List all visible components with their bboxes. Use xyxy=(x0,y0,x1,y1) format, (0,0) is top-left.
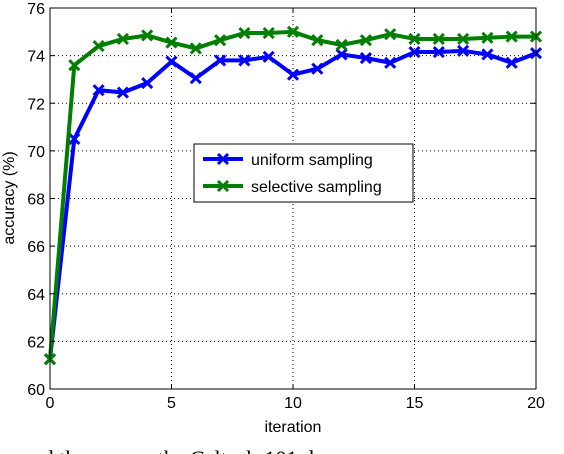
data-point xyxy=(505,56,518,69)
legend-label: uniform sampling xyxy=(251,152,373,169)
data-point xyxy=(189,72,202,85)
legend-swatch-marker xyxy=(216,152,230,166)
legend-label: selective sampling xyxy=(251,179,382,196)
data-point xyxy=(408,45,421,59)
data-point xyxy=(141,29,154,42)
data-point xyxy=(189,42,202,55)
data-point xyxy=(432,32,445,46)
data-point xyxy=(481,48,494,61)
series-selective-sampling xyxy=(43,25,543,366)
data-point xyxy=(311,34,324,47)
data-point xyxy=(262,50,275,63)
y-axis-label: accuracy (%) xyxy=(1,151,18,244)
data-point xyxy=(238,54,251,67)
x-tick-label: 5 xyxy=(167,395,176,412)
data-point xyxy=(92,40,105,53)
data-point xyxy=(457,44,470,57)
data-point xyxy=(505,30,518,43)
x-tick-label: 10 xyxy=(284,395,302,412)
data-point xyxy=(68,132,81,146)
data-point xyxy=(262,26,275,40)
data-point xyxy=(214,54,227,67)
y-tick-label: 68 xyxy=(27,192,45,209)
legend-swatch-marker xyxy=(216,179,230,193)
data-point xyxy=(165,55,178,68)
series-layer xyxy=(43,25,543,366)
data-point xyxy=(286,25,300,38)
data-point xyxy=(92,84,105,97)
y-tick-label: 66 xyxy=(27,239,45,256)
data-point xyxy=(116,86,129,99)
ticks: 0 5 10 15 20 60 62 64 66 68 70 72 74 76 xyxy=(27,1,545,412)
data-point xyxy=(286,68,300,81)
legend-entry: selective sampling xyxy=(203,179,382,196)
x-tick-label: 15 xyxy=(406,395,424,412)
legend: uniform sampling selective sampling xyxy=(193,143,414,203)
caption-text: ... and the ... ... ... the Caltech-101 … xyxy=(0,446,331,454)
data-point xyxy=(359,51,372,65)
data-point xyxy=(165,36,178,49)
data-point xyxy=(238,26,251,40)
data-point xyxy=(384,28,397,41)
y-tick-label: 74 xyxy=(27,49,45,66)
legend-entries: uniform sampling selective sampling xyxy=(203,152,382,196)
data-point xyxy=(116,32,129,46)
y-tick-label: 62 xyxy=(27,334,45,351)
series-uniform-sampling xyxy=(43,44,543,366)
y-tick-label: 72 xyxy=(27,96,45,113)
grid xyxy=(50,8,536,389)
data-point xyxy=(68,59,81,72)
data-point xyxy=(481,31,494,44)
data-point xyxy=(432,45,445,59)
x-tick-label: 0 xyxy=(46,395,55,412)
data-point xyxy=(457,32,470,46)
legend-box xyxy=(193,143,414,203)
y-tick-label: 70 xyxy=(27,144,45,161)
data-point xyxy=(384,56,397,69)
data-point xyxy=(408,32,421,46)
y-tick-label: 60 xyxy=(27,382,45,399)
y-tick-label: 76 xyxy=(27,1,45,18)
x-tick-label: 20 xyxy=(527,395,545,412)
x-axis-label: iteration xyxy=(265,419,322,436)
data-point xyxy=(359,34,372,47)
data-point xyxy=(311,62,324,75)
data-point xyxy=(335,48,348,61)
y-tick-label: 64 xyxy=(27,287,45,304)
data-point xyxy=(141,76,154,90)
data-point xyxy=(214,34,227,47)
legend-entry: uniform sampling xyxy=(203,152,373,169)
data-point xyxy=(335,38,348,51)
